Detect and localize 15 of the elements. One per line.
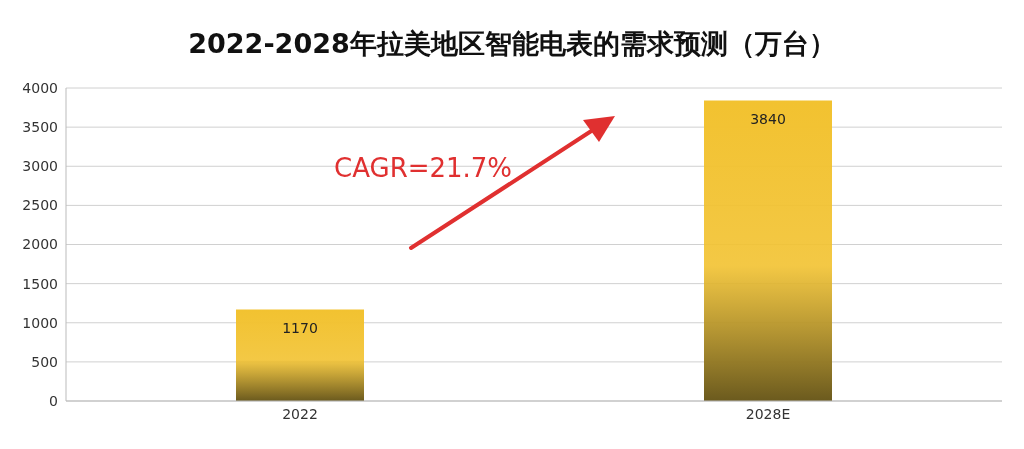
data-label: 1170 — [282, 320, 318, 337]
data-label: 3840 — [750, 111, 786, 128]
x-tick-label: 2022 — [282, 405, 318, 422]
x-tick-label: 2028E — [745, 405, 791, 422]
y-tick-label: 3500 — [22, 119, 58, 136]
y-tick-label: 4000 — [22, 79, 58, 96]
y-tick-label: 3000 — [22, 158, 58, 175]
y-tick-label: 1500 — [22, 275, 58, 292]
y-tick-label: 1000 — [22, 314, 58, 331]
chart-title: 2022-2028年拉美地区智能电表的需求预测（万台） — [187, 27, 837, 61]
annotation: CAGR=21.7% — [334, 153, 513, 183]
y-tick-label: 500 — [31, 353, 58, 370]
y-tick-label: 2500 — [22, 197, 58, 214]
y-tick-label: 2000 — [22, 236, 58, 253]
y-tick-label: 0 — [49, 392, 58, 409]
